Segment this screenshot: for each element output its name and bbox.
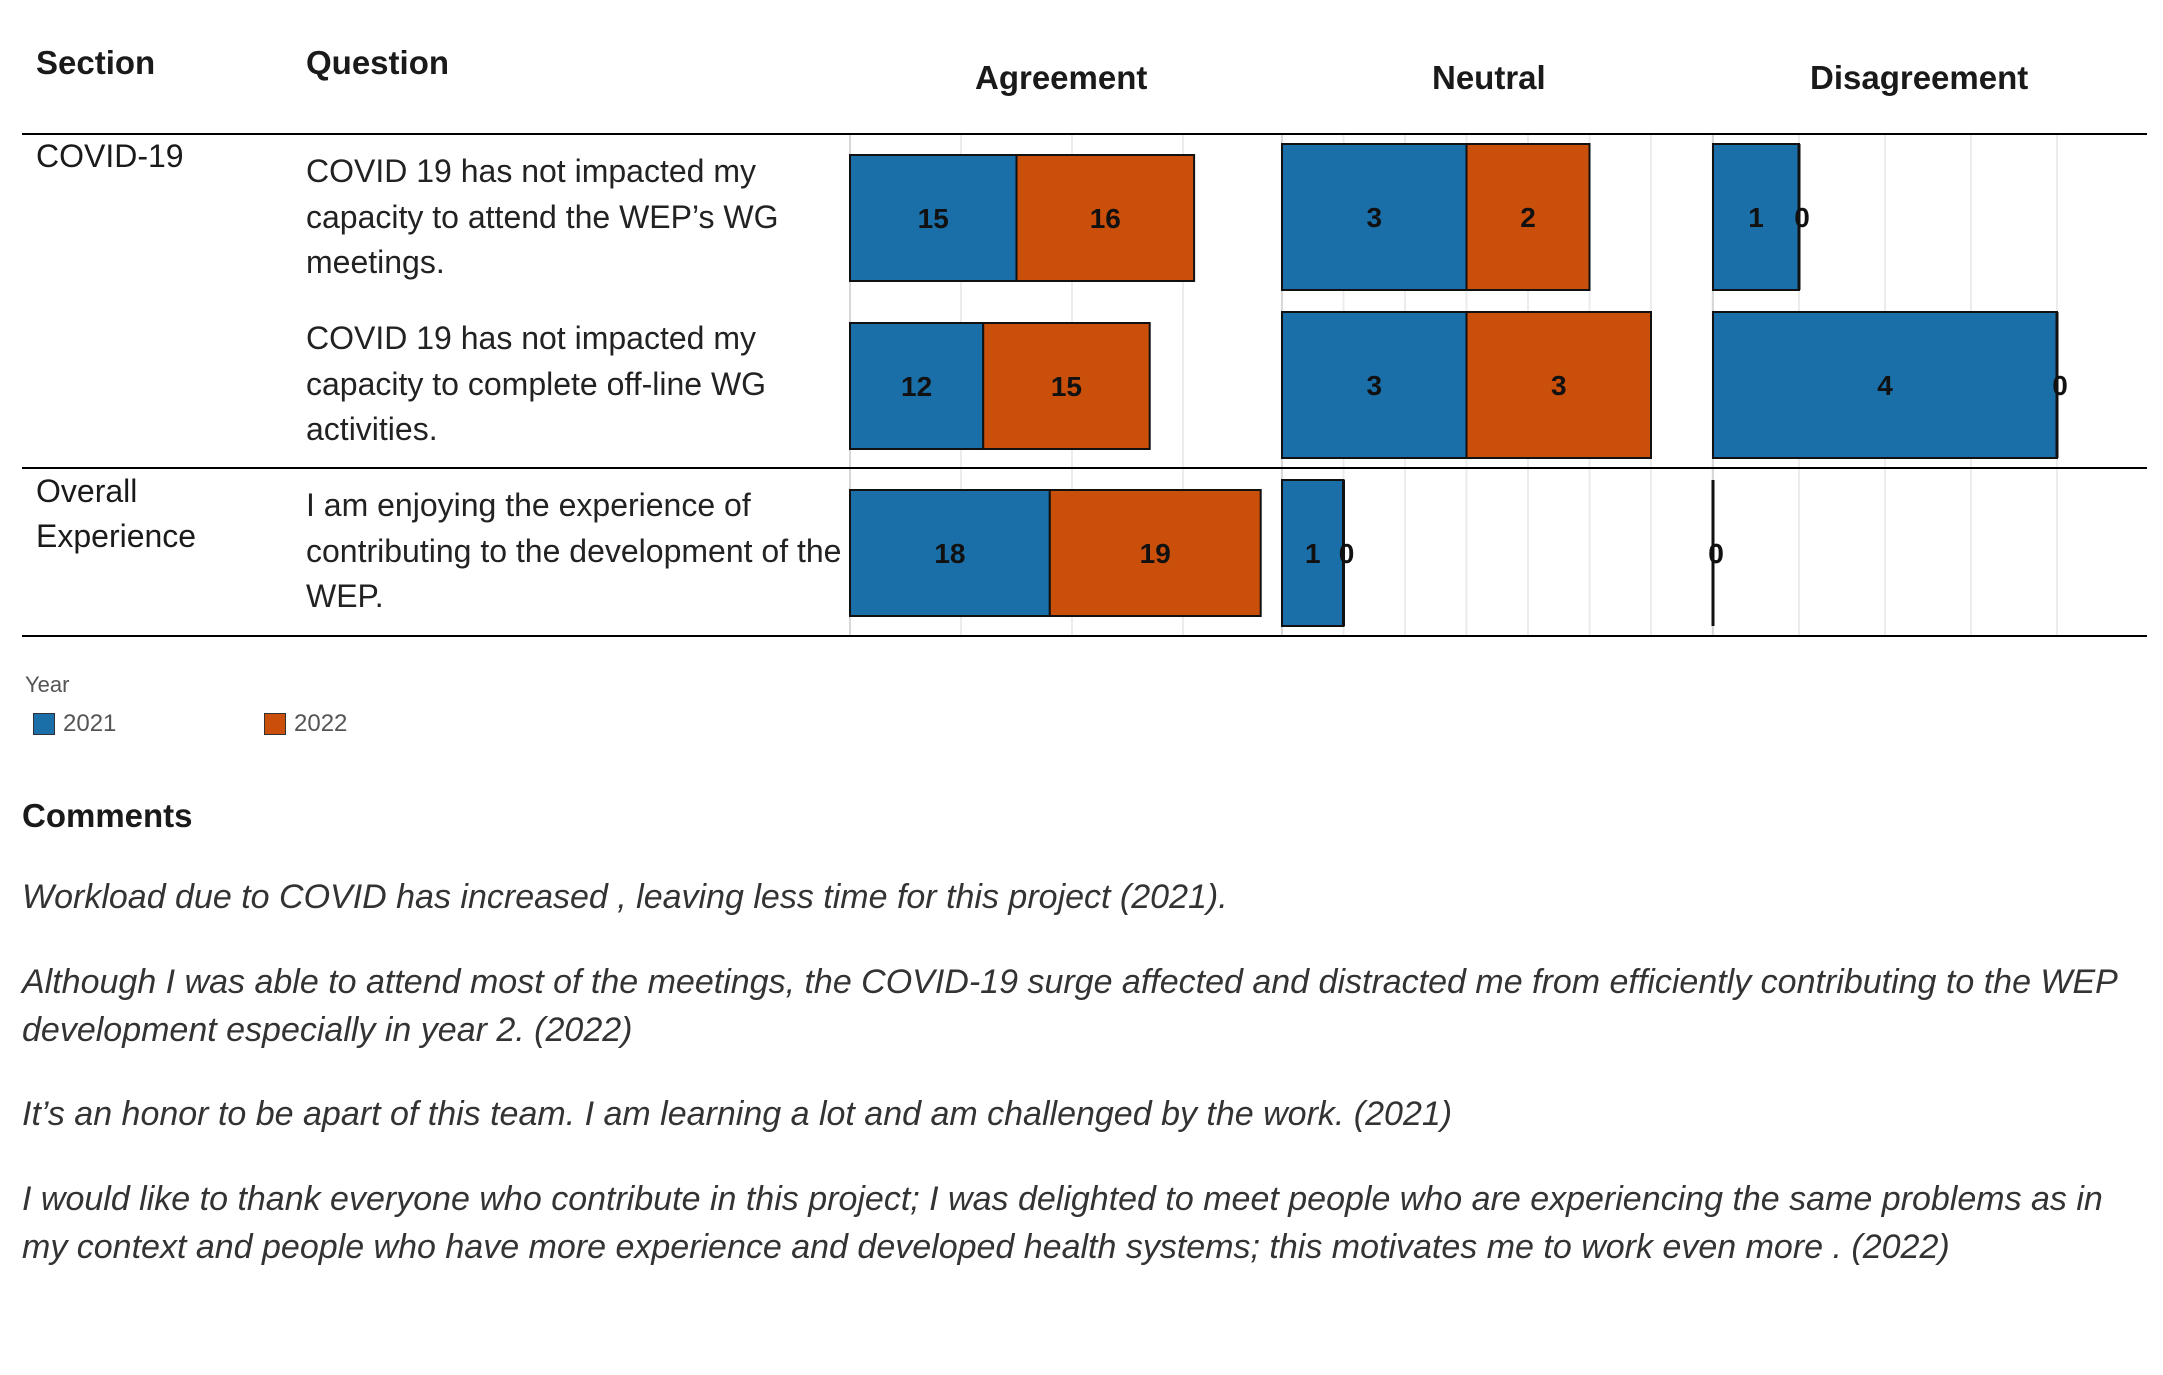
bar-agreement-2021 <box>849 322 985 450</box>
bar-agreement-2021 <box>849 154 1018 282</box>
legend-swatch-2021 <box>33 713 55 735</box>
legend-item-2022[interactable]: 2022 <box>264 710 347 738</box>
bar-neutral-2022 <box>1465 143 1591 291</box>
bar-disagreement-2021 <box>1712 143 1800 291</box>
bar-neutral-2021 <box>1281 143 1468 291</box>
data-label-disagreement-2022: 0 <box>1708 538 1724 569</box>
data-label-neutral-2022: 2 <box>1520 202 1536 233</box>
question-offline-activities: COVID 19 has not impacted my capacity to… <box>306 320 767 447</box>
legend-label-2021: 2021 <box>63 710 117 737</box>
bar-neutral-2021 <box>1281 311 1468 459</box>
legend-label-2022: 2022 <box>294 710 348 737</box>
section-covid19: COVID-19 <box>36 138 184 174</box>
header-agreement: Agreement <box>975 59 1148 96</box>
comments-title: Comments <box>22 797 193 834</box>
data-label-agreement-2022: 15 <box>1051 371 1082 402</box>
bar-neutral-2022 <box>1465 311 1652 459</box>
header-neutral: Neutral <box>1432 59 1546 96</box>
question-attend-meetings: COVID 19 has not impacted my capacity to… <box>306 153 779 280</box>
header-divider <box>22 133 2147 135</box>
question-enjoying-experience: I am enjoying the experience of contribu… <box>306 487 842 614</box>
data-label-disagreement-2021: 1 <box>1748 202 1764 233</box>
legend-title: Year <box>25 672 70 697</box>
data-label-neutral-2021: 1 <box>1305 538 1321 569</box>
data-label-agreement-2022: 19 <box>1140 538 1171 569</box>
bar-agreement-2021 <box>849 489 1051 617</box>
header-disagreement: Disagreement <box>1810 59 2029 96</box>
data-label-disagreement-2022: 0 <box>1794 202 1810 233</box>
data-label-neutral-2021: 3 <box>1366 202 1382 233</box>
legend-swatch-2022 <box>264 713 286 735</box>
legend-item-2021[interactable]: 2021 <box>33 710 116 738</box>
bar-agreement-2022 <box>1015 154 1196 282</box>
data-label-neutral-2022: 0 <box>1339 538 1355 569</box>
table-bottom-border <box>22 635 2147 637</box>
data-label-agreement-2022: 16 <box>1090 203 1121 234</box>
bar-agreement-2022 <box>982 322 1151 450</box>
comment-1: Workload due to COVID has increased , le… <box>22 878 1228 916</box>
comment-4: I would like to thank everyone who contr… <box>22 1180 2103 1266</box>
header-question: Question <box>306 44 450 81</box>
comment-3: It’s an honor to be apart of this team. … <box>22 1095 1453 1133</box>
bar-disagreement-2021 <box>1712 311 2058 459</box>
data-label-agreement-2021: 18 <box>934 538 965 569</box>
bar-neutral-2021 <box>1281 479 1345 627</box>
data-label-neutral-2021: 3 <box>1366 370 1382 401</box>
bar-agreement-2022 <box>1048 489 1262 617</box>
header-section: Section <box>36 44 156 81</box>
data-label-neutral-2022: 3 <box>1551 370 1567 401</box>
data-label-disagreement-2022: 0 <box>2052 370 2068 401</box>
comment-2: Although I was able to attend most of th… <box>22 963 2117 1049</box>
data-label-disagreement-2021: 4 <box>1877 370 1893 401</box>
section-divider <box>22 467 2147 469</box>
section-overall-experience: Overall Experience <box>36 473 197 554</box>
data-label-agreement-2021: 12 <box>901 371 932 402</box>
data-label-agreement-2021: 15 <box>918 203 949 234</box>
